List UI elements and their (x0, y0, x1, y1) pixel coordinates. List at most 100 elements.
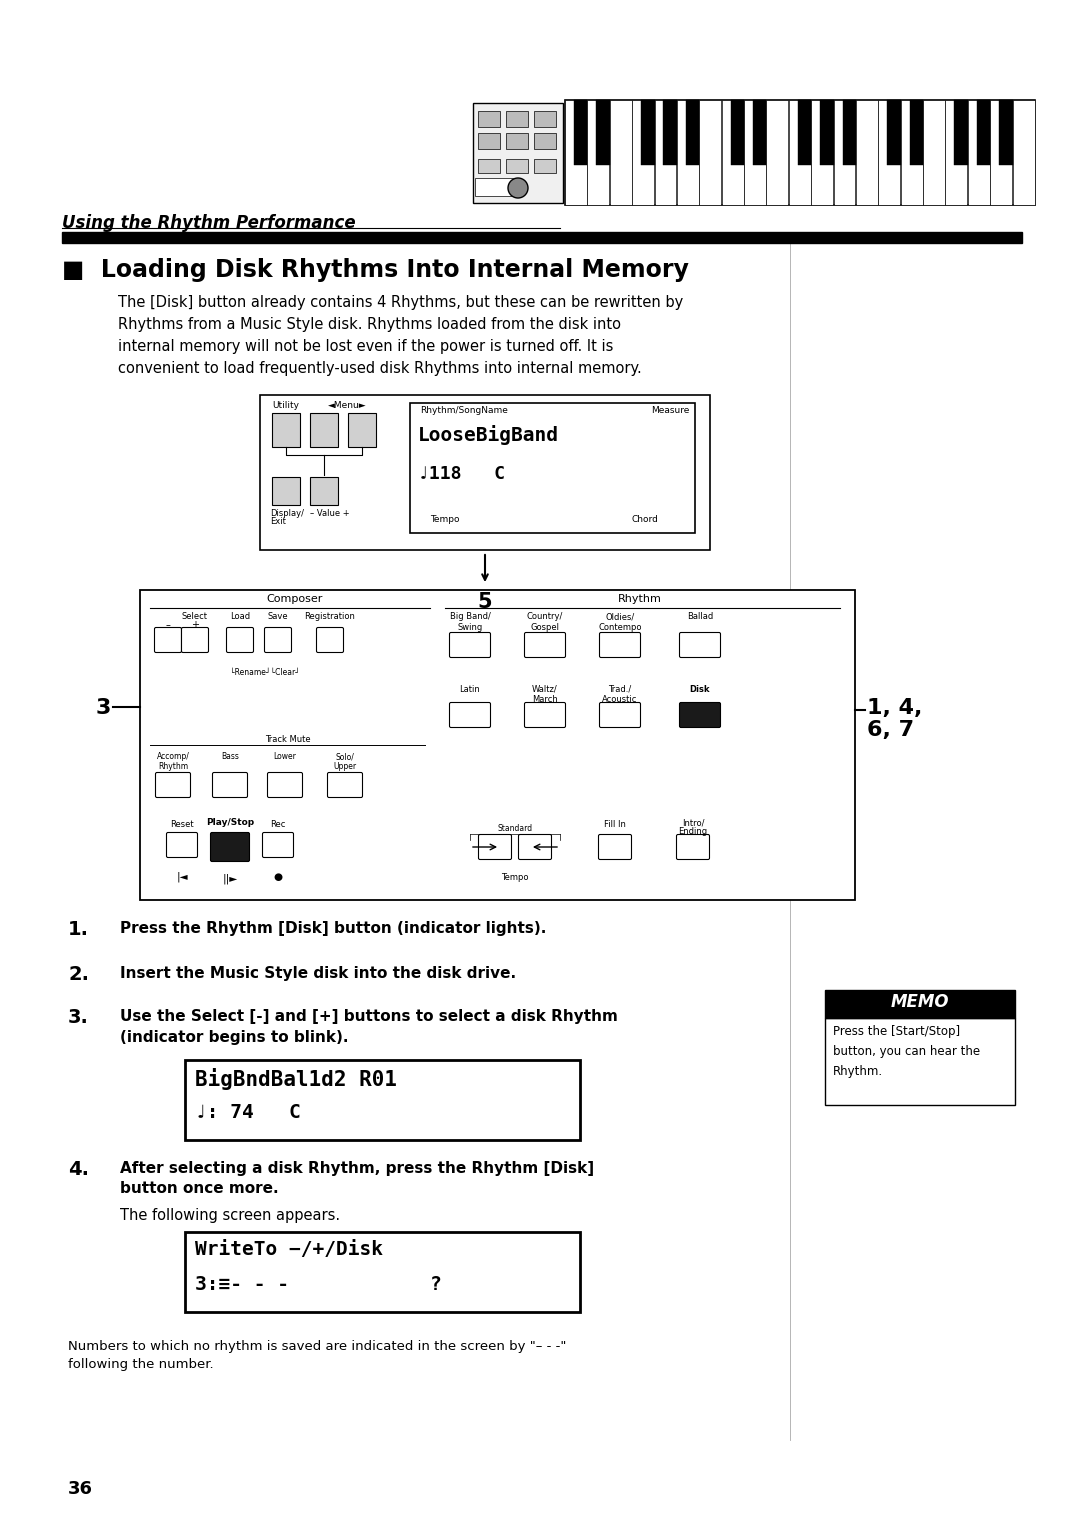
Bar (185, 1232, 580, 1313)
Text: ●: ● (273, 872, 283, 882)
FancyBboxPatch shape (525, 703, 566, 727)
Bar (788, 99, 811, 205)
Bar (767, 99, 788, 205)
Bar (478, 112, 500, 127)
Text: Upper: Upper (334, 762, 356, 772)
FancyBboxPatch shape (265, 628, 292, 652)
FancyBboxPatch shape (227, 628, 254, 652)
Text: Gospel: Gospel (530, 623, 559, 633)
FancyBboxPatch shape (599, 703, 640, 727)
FancyBboxPatch shape (316, 628, 343, 652)
Text: Latin: Latin (460, 685, 481, 694)
Bar (968, 99, 989, 205)
Bar (686, 99, 699, 165)
Bar (534, 112, 556, 127)
Text: Select: Select (183, 613, 208, 620)
FancyBboxPatch shape (213, 773, 247, 798)
Text: Swing: Swing (457, 623, 483, 633)
Bar (663, 99, 677, 165)
Text: Tempo: Tempo (430, 515, 460, 524)
Bar (923, 99, 945, 205)
Text: 6, 7: 6, 7 (867, 720, 914, 740)
Bar (642, 99, 654, 165)
Bar (878, 99, 901, 205)
Bar (909, 99, 923, 165)
Text: Accomp/: Accomp/ (157, 752, 189, 761)
Text: Oldies/: Oldies/ (606, 613, 635, 620)
Bar (901, 99, 922, 205)
Text: Bass: Bass (221, 752, 239, 761)
Text: Reset: Reset (171, 821, 193, 830)
Text: Ballad: Ballad (687, 613, 713, 620)
Bar (753, 99, 767, 165)
Text: Press the [Start/Stop]: Press the [Start/Stop] (833, 1025, 960, 1038)
Bar (721, 99, 743, 205)
Text: Save: Save (268, 613, 288, 620)
Text: Utility: Utility (272, 400, 299, 410)
Text: following the number.: following the number. (68, 1358, 214, 1371)
Text: 1, 4,: 1, 4, (867, 698, 922, 718)
FancyBboxPatch shape (327, 773, 363, 798)
FancyBboxPatch shape (211, 833, 249, 862)
Text: button, you can hear the: button, you can hear the (833, 1045, 981, 1057)
Text: Exit: Exit (270, 516, 286, 526)
Text: Tempo: Tempo (501, 872, 529, 882)
Bar (410, 403, 696, 533)
Text: Disk: Disk (690, 685, 711, 694)
Bar (999, 99, 1013, 165)
Bar (744, 99, 766, 205)
Text: 3: 3 (95, 698, 110, 718)
Bar (820, 99, 834, 165)
Text: Measure: Measure (651, 406, 690, 416)
Bar (310, 413, 338, 448)
Text: 4.: 4. (68, 1160, 89, 1180)
Text: convenient to load frequently-used disk Rhythms into internal memory.: convenient to load frequently-used disk … (118, 361, 642, 376)
Text: button once more.: button once more. (120, 1181, 279, 1196)
Text: Rec: Rec (270, 821, 286, 830)
Bar (475, 177, 513, 196)
Bar (610, 99, 632, 205)
Text: Play/Stop: Play/Stop (206, 817, 254, 827)
Text: After selecting a disk Rhythm, press the Rhythm [Disk]: After selecting a disk Rhythm, press the… (120, 1161, 594, 1177)
FancyBboxPatch shape (449, 703, 490, 727)
Bar (62, 232, 1022, 243)
Bar (272, 477, 300, 504)
Text: Acoustic: Acoustic (603, 695, 637, 704)
Circle shape (508, 177, 528, 199)
Bar (260, 396, 710, 550)
Bar (565, 99, 1035, 205)
Bar (955, 99, 968, 165)
Bar (730, 99, 744, 165)
Bar (478, 133, 500, 150)
FancyBboxPatch shape (181, 628, 208, 652)
Text: The [Disk] button already contains 4 Rhythms, but these can be rewritten by: The [Disk] button already contains 4 Rhy… (118, 295, 684, 310)
Bar (565, 99, 586, 205)
FancyBboxPatch shape (268, 773, 302, 798)
Text: (indicator begins to blink).: (indicator begins to blink). (120, 1030, 349, 1045)
FancyBboxPatch shape (518, 834, 552, 859)
Bar (825, 1018, 1015, 1105)
Bar (348, 413, 376, 448)
Text: Registration: Registration (305, 613, 355, 620)
Text: internal memory will not be lost even if the power is turned off. It is: internal memory will not be lost even if… (118, 339, 613, 354)
Bar (507, 159, 528, 173)
Text: Contempo: Contempo (598, 623, 642, 633)
Text: The following screen appears.: The following screen appears. (120, 1209, 340, 1222)
Text: ◄Menu►: ◄Menu► (328, 400, 366, 410)
Bar (842, 99, 856, 165)
Text: 5: 5 (477, 591, 492, 613)
FancyBboxPatch shape (478, 834, 512, 859)
FancyBboxPatch shape (676, 834, 710, 859)
Text: 3:≡- - -            ?: 3:≡- - - ? (195, 1274, 442, 1294)
Text: BigBndBal1d2 R01: BigBndBal1d2 R01 (195, 1068, 397, 1089)
FancyBboxPatch shape (679, 633, 720, 657)
Bar (632, 99, 654, 205)
FancyBboxPatch shape (262, 833, 294, 857)
Text: –: – (165, 620, 171, 630)
Bar (825, 990, 1015, 1018)
Text: Trad./: Trad./ (608, 685, 632, 694)
Text: ||►: ||► (222, 872, 238, 883)
Text: Standard: Standard (498, 824, 532, 833)
FancyBboxPatch shape (599, 633, 640, 657)
Text: Chord: Chord (632, 515, 659, 524)
